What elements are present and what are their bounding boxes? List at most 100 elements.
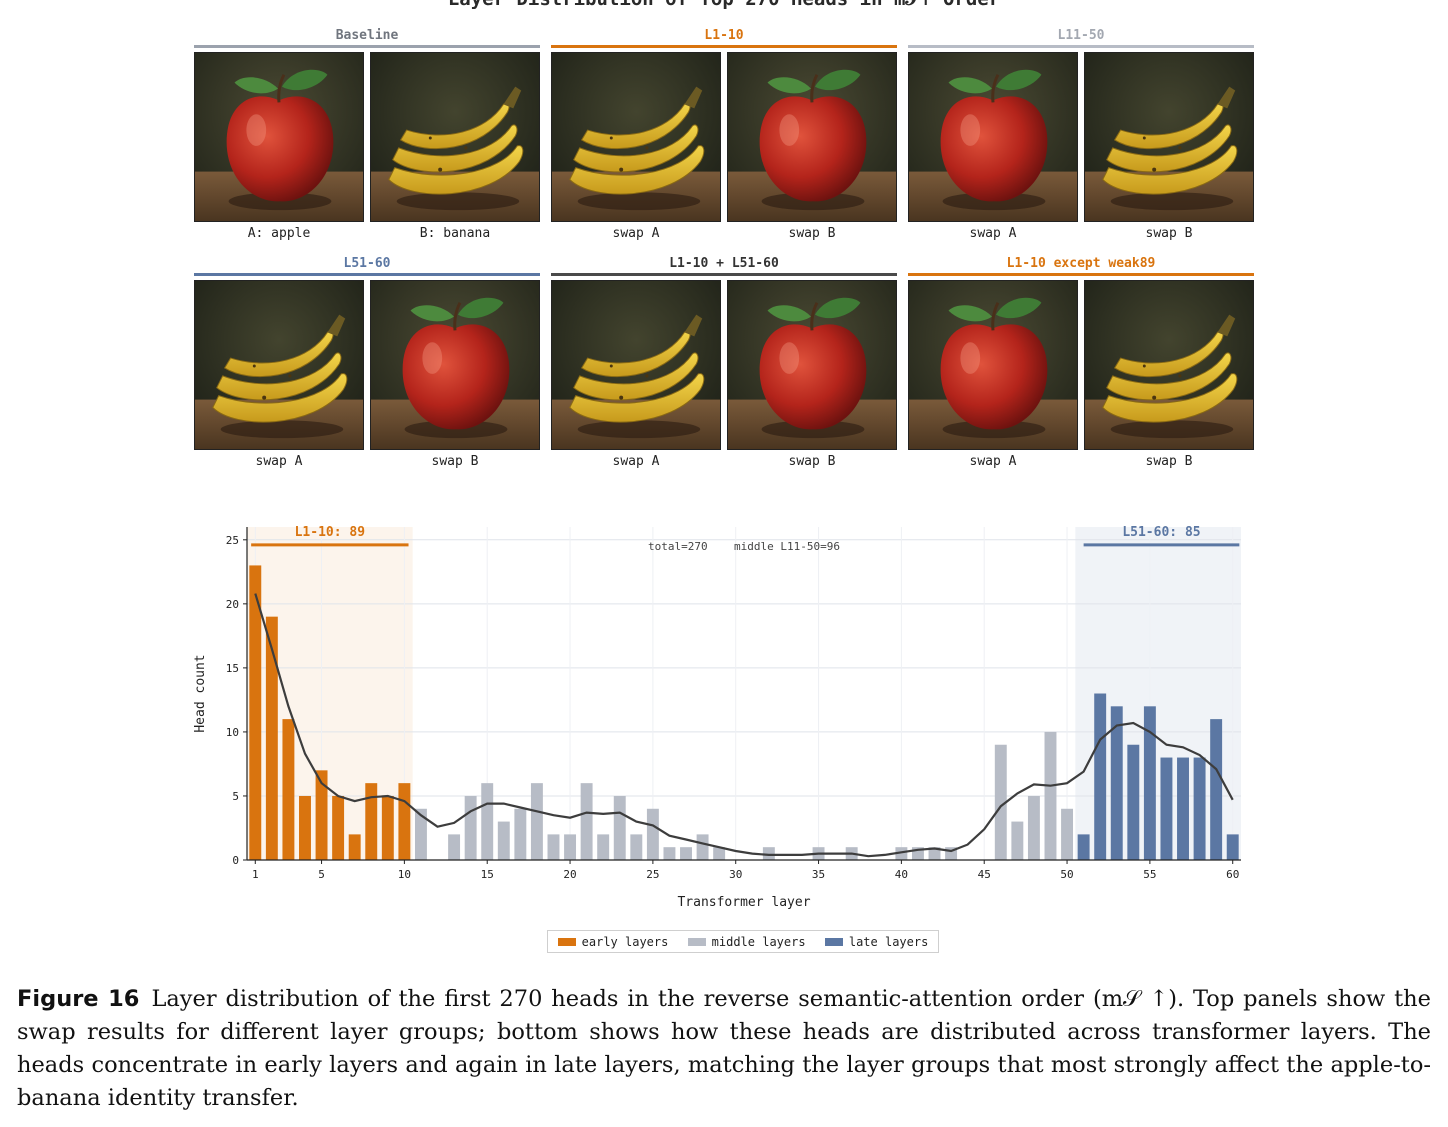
bar-middle-layers <box>597 834 610 860</box>
bar-early-layers <box>299 795 311 860</box>
apple-image <box>728 281 896 449</box>
result-image-tile <box>194 52 364 222</box>
swap-panel: L11-50 swap A swap B <box>908 27 1254 241</box>
banana-image <box>371 53 539 221</box>
bar-early-layers <box>315 770 328 860</box>
bar-middle-layers <box>580 783 593 860</box>
legend-late: late layers <box>824 934 929 949</box>
panel-captions: swap A swap B <box>551 226 897 241</box>
bar-early-layers <box>348 834 361 860</box>
x-tick-label: 30 <box>729 868 742 881</box>
bar-early-layers <box>249 565 262 860</box>
panel-rule <box>551 45 897 48</box>
bar-late-layers <box>1094 693 1107 860</box>
y-tick-label: 15 <box>226 662 239 675</box>
apple-image <box>728 53 896 221</box>
banana-image <box>552 53 720 221</box>
bar-late-layers <box>1210 719 1223 860</box>
bar-middle-layers <box>514 808 527 860</box>
result-image-tile <box>1084 52 1254 222</box>
apple-image <box>371 281 539 449</box>
panel-images <box>551 52 897 222</box>
panel-captions: swap A swap B <box>194 454 540 469</box>
panel-title: L51-60 <box>343 256 391 271</box>
bar-middle-layers <box>448 834 461 860</box>
legend-middle-label: middle layers <box>711 934 806 949</box>
swap-panel: L1-10 swap A swap B <box>551 27 897 241</box>
panel-rule <box>551 273 897 276</box>
panel-captions: swap A swap B <box>908 226 1254 241</box>
panel-title: Baseline <box>335 28 399 43</box>
result-image-tile <box>727 52 897 222</box>
banana-image <box>552 281 720 449</box>
result-image-tile <box>194 280 364 450</box>
x-tick-label: 1 <box>252 868 259 881</box>
early-bracket-label: L1-10: 89 <box>295 525 365 540</box>
swap-panel: L51-60 swap A swap B <box>194 255 540 469</box>
y-tick-label: 0 <box>232 854 239 867</box>
caption-text: Layer distribution of the first 270 head… <box>17 986 1431 1111</box>
y-tick-label: 20 <box>226 598 239 611</box>
result-image-tile <box>727 280 897 450</box>
swap-panel: L1-10 except weak89 swap A swap B <box>908 255 1254 469</box>
image-caption: swap A <box>255 454 303 469</box>
legend-early-label: early layers <box>581 934 669 949</box>
caption-label: Figure 16 <box>17 986 140 1012</box>
image-caption: swap B <box>431 454 479 469</box>
bar-middle-layers <box>911 847 924 860</box>
bar-middle-layers <box>530 783 543 860</box>
chart-legend: early layers middle layers late layers <box>547 930 939 953</box>
image-caption: swap A <box>969 226 1017 241</box>
x-axis-label: Transformer layer <box>677 895 810 910</box>
x-tick-label: 45 <box>978 868 991 881</box>
bar-early-layers <box>265 616 278 860</box>
bar-middle-layers <box>696 834 709 860</box>
bar-late-layers <box>1110 706 1123 860</box>
bar-late-layers <box>1127 744 1140 860</box>
result-image-tile <box>551 52 721 222</box>
head-distribution-chart: 1 5 10 15 20 25 30 35 40 45 50 55 600510152025Transf… <box>193 525 1241 910</box>
swap-panel: L1-10 + L51-60 swap A swap B <box>551 255 897 469</box>
result-image-tile <box>370 280 540 450</box>
bar-early-layers <box>365 783 378 860</box>
banana-image <box>1085 281 1253 449</box>
bar-middle-layers <box>564 834 577 860</box>
bar-middle-layers <box>945 847 958 860</box>
x-tick-label: 50 <box>1060 868 1073 881</box>
late-bracket-label: L51-60: 85 <box>1122 525 1200 540</box>
bar-middle-layers <box>613 795 626 860</box>
y-tick-label: 5 <box>232 790 239 803</box>
bar-late-layers <box>1177 757 1189 860</box>
x-tick-label: 40 <box>895 868 908 881</box>
bar-middle-layers <box>1044 731 1057 860</box>
banana-image <box>195 281 363 449</box>
image-caption: swap B <box>1145 454 1193 469</box>
apple-image <box>909 53 1077 221</box>
result-image-tile <box>1084 280 1254 450</box>
bar-early-layers <box>381 795 394 860</box>
x-tick-label: 60 <box>1226 868 1239 881</box>
panel-title: L11-50 <box>1057 28 1105 43</box>
x-tick-label: 15 <box>481 868 494 881</box>
panel-images <box>908 52 1254 222</box>
bar-middle-layers <box>895 847 908 860</box>
x-tick-label: 5 <box>318 868 325 881</box>
bar-late-layers <box>1077 834 1090 860</box>
image-caption: B: banana <box>419 226 491 241</box>
bar-middle-layers <box>497 821 510 860</box>
panel-rule <box>194 273 540 276</box>
bar-middle-layers <box>928 847 941 860</box>
bar-middle-layers <box>713 847 726 860</box>
bar-late-layers <box>1226 834 1239 860</box>
bar-middle-layers <box>680 847 692 860</box>
bar-middle-layers <box>1027 795 1040 860</box>
legend-late-label: late layers <box>848 934 929 949</box>
bar-early-layers <box>332 795 345 860</box>
bar-middle-layers <box>464 795 477 860</box>
panel-rule <box>194 45 540 48</box>
legend-late-swatch <box>824 937 843 946</box>
image-caption: swap A <box>612 454 660 469</box>
y-axis-label: Head count <box>193 654 208 732</box>
bar-late-layers <box>1160 757 1173 860</box>
panel-rule <box>908 273 1254 276</box>
